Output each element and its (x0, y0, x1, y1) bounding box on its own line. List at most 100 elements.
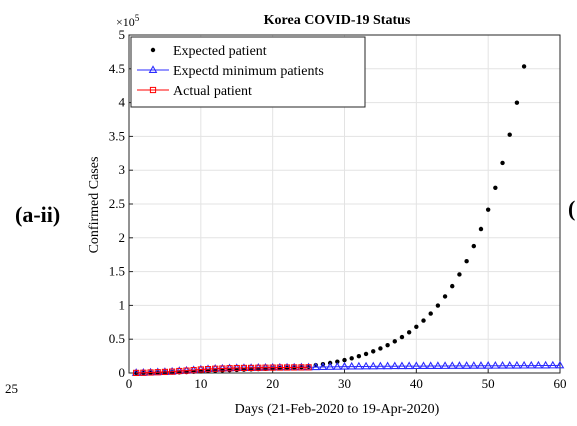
data-point (340, 361, 349, 370)
data-point (433, 361, 443, 369)
data-point (212, 365, 219, 372)
data-point (541, 360, 550, 369)
series-square (133, 364, 312, 376)
data-point (426, 361, 436, 369)
y-tick-label: 1.5 (109, 264, 125, 279)
data-point (462, 361, 471, 369)
y-tick-label: 5 (119, 27, 126, 42)
x-tick-label: 60 (554, 376, 567, 391)
data-point (255, 364, 262, 371)
legend-label: Actual patient (173, 84, 252, 99)
legend-item: Expectd minimum patients (137, 64, 324, 79)
data-point (354, 361, 364, 370)
data-point (471, 243, 476, 249)
data-point (521, 64, 527, 69)
x-tick-label: 20 (266, 376, 279, 391)
data-point (392, 339, 397, 344)
x-axis-label: Days (21-Feb-2020 to 19-Apr-2020) (235, 402, 440, 417)
y-tick-label: 2.5 (109, 196, 125, 211)
data-point (457, 272, 462, 277)
data-point (325, 362, 335, 370)
legend-item: Actual patient (137, 84, 252, 99)
data-point (428, 311, 433, 316)
data-point (478, 226, 484, 232)
data-point (361, 361, 371, 370)
data-point (411, 361, 421, 370)
legend-label: Expectd minimum patients (173, 64, 324, 79)
series-triangle (131, 360, 565, 376)
data-point (219, 365, 226, 372)
data-point (507, 132, 512, 137)
data-point (469, 361, 479, 369)
data-point (371, 349, 376, 354)
data-point (147, 369, 154, 376)
data-point (311, 362, 321, 371)
series-dot (133, 64, 527, 376)
data-point (493, 185, 498, 190)
data-point (347, 361, 357, 370)
legend-marker (148, 65, 158, 73)
x-tick-label: 10 (194, 376, 207, 391)
data-point (485, 207, 491, 212)
series-line (136, 366, 309, 374)
data-point (197, 366, 204, 373)
y-tick-label: 2 (119, 230, 126, 245)
data-point (233, 364, 240, 372)
data-point (140, 369, 147, 376)
data-point (491, 361, 500, 369)
data-point (435, 303, 441, 308)
data-point (204, 366, 212, 373)
y-tick-label: 4 (119, 95, 126, 110)
data-point (464, 258, 469, 264)
data-point (154, 369, 161, 376)
x-tick-label: 50 (482, 376, 495, 391)
y-tick-label: 4.5 (109, 61, 125, 76)
data-point (378, 346, 383, 351)
data-point (368, 361, 378, 370)
data-point (226, 365, 233, 372)
data-point (397, 361, 407, 370)
data-point (406, 330, 412, 335)
legend-label: Expected patient (173, 44, 267, 59)
data-point (318, 362, 328, 371)
x-tick-label: 40 (410, 376, 423, 391)
data-point (298, 364, 305, 371)
y-tick-label: 3 (119, 162, 126, 177)
data-point (276, 364, 283, 371)
legend-marker (150, 47, 156, 53)
data-point (332, 362, 342, 370)
legend: Expected patient Expectd minimum patients… (130, 36, 366, 108)
data-point (483, 361, 493, 369)
data-point (440, 361, 450, 369)
y-tick-label: 0 (119, 365, 126, 380)
data-point (335, 359, 340, 364)
data-point (383, 361, 392, 370)
panel-label: (a-ii) (15, 202, 61, 227)
axis-ticks: 0 10 20 30 40 50 60 0 0.5 1 1.5 2 2.5 3 3.5 4 4.5 5 (109, 27, 567, 391)
data-point (240, 364, 248, 372)
data-point (283, 364, 291, 371)
data-point (442, 294, 448, 299)
data-point (363, 351, 369, 357)
legend-item: Expected patient (150, 44, 267, 59)
data-point (356, 354, 362, 359)
data-point (190, 367, 197, 374)
data-point (269, 364, 276, 371)
chart-title: Korea COVID-19 Status (264, 13, 411, 28)
data-point (161, 368, 169, 376)
data-point (262, 364, 269, 371)
data-point (305, 364, 312, 371)
data-point (133, 369, 140, 376)
data-point (512, 360, 522, 369)
data-point (248, 364, 255, 372)
data-point (349, 356, 354, 361)
x-tick-label: 30 (338, 376, 351, 391)
y-tick-label: 0.5 (109, 331, 125, 346)
data-point (176, 367, 183, 375)
data-point (169, 368, 176, 375)
data-point (526, 360, 536, 369)
data-point (376, 361, 385, 370)
series (131, 64, 565, 376)
y-tick-label: 1 (119, 297, 126, 312)
